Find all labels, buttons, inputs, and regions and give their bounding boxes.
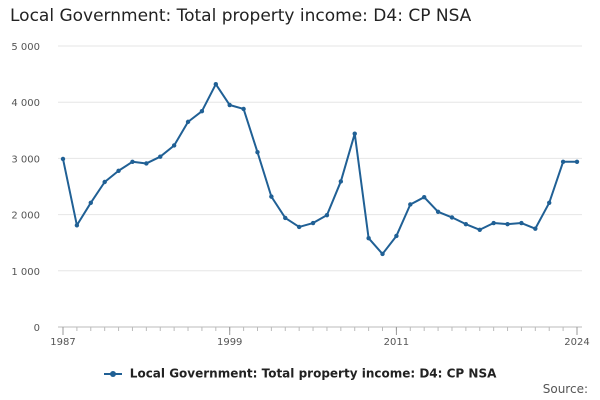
- x-tick-label: 1987: [50, 337, 75, 348]
- data-point[interactable]: [519, 220, 524, 226]
- data-point[interactable]: [505, 221, 510, 227]
- data-point[interactable]: [199, 108, 205, 114]
- data-point[interactable]: [533, 226, 538, 231]
- data-point[interactable]: [88, 200, 93, 205]
- data-point[interactable]: [380, 251, 385, 257]
- data-point[interactable]: [227, 102, 232, 108]
- data-point[interactable]: [366, 236, 371, 241]
- data-point[interactable]: [547, 200, 552, 205]
- data-point[interactable]: [171, 143, 177, 148]
- data-point[interactable]: [213, 82, 219, 87]
- legend-line-marker-icon: [103, 369, 122, 379]
- y-tick-label: 1 000: [11, 267, 40, 278]
- data-point[interactable]: [324, 212, 330, 218]
- data-point[interactable]: [394, 233, 399, 239]
- data-point[interactable]: [560, 159, 566, 164]
- y-tick-label: 0: [34, 323, 40, 334]
- y-tick-label: 5 000: [11, 42, 40, 53]
- y-axis: 0 1 000 2 000 3 000 4 000 5 000: [11, 42, 40, 334]
- data-point[interactable]: [477, 227, 482, 232]
- data-point[interactable]: [463, 221, 469, 227]
- y-tick-label: 2 000: [11, 211, 40, 222]
- data-point[interactable]: [435, 209, 441, 214]
- x-tick-label: 2011: [384, 337, 409, 348]
- data-point[interactable]: [408, 202, 413, 207]
- data-point[interactable]: [241, 106, 246, 112]
- x-tick-label: 2024: [564, 337, 589, 348]
- x-axis: 1987 1999 2011 2024: [50, 327, 590, 348]
- data-point[interactable]: [60, 156, 66, 162]
- series-layer: [60, 82, 580, 257]
- data-point[interactable]: [449, 215, 455, 220]
- data-point[interactable]: [283, 215, 288, 221]
- data-point[interactable]: [338, 179, 344, 184]
- data-point[interactable]: [421, 194, 427, 200]
- data-point[interactable]: [352, 131, 357, 136]
- data-point[interactable]: [269, 194, 274, 199]
- data-point[interactable]: [158, 154, 163, 159]
- data-point[interactable]: [185, 119, 191, 125]
- data-point[interactable]: [102, 179, 107, 185]
- data-point[interactable]: [116, 168, 121, 173]
- legend-label: Local Government: Total property income:…: [129, 366, 497, 381]
- data-point[interactable]: [574, 159, 580, 164]
- data-point[interactable]: [491, 220, 496, 226]
- y-tick-label: 3 000: [11, 154, 40, 165]
- data-point[interactable]: [310, 220, 316, 226]
- x-tick-label: 1999: [217, 337, 242, 348]
- data-point[interactable]: [255, 150, 260, 155]
- data-point[interactable]: [130, 159, 135, 164]
- chart-title: Local Government: Total property income:…: [10, 6, 472, 26]
- data-point[interactable]: [296, 224, 302, 230]
- source-label: Source:: [542, 382, 588, 396]
- legend[interactable]: Local Government: Total property income:…: [0, 366, 600, 381]
- data-point[interactable]: [74, 223, 80, 228]
- gridlines: [58, 45, 582, 328]
- y-tick-label: 4 000: [11, 98, 40, 109]
- data-point[interactable]: [144, 161, 149, 166]
- series-line: [62, 83, 577, 255]
